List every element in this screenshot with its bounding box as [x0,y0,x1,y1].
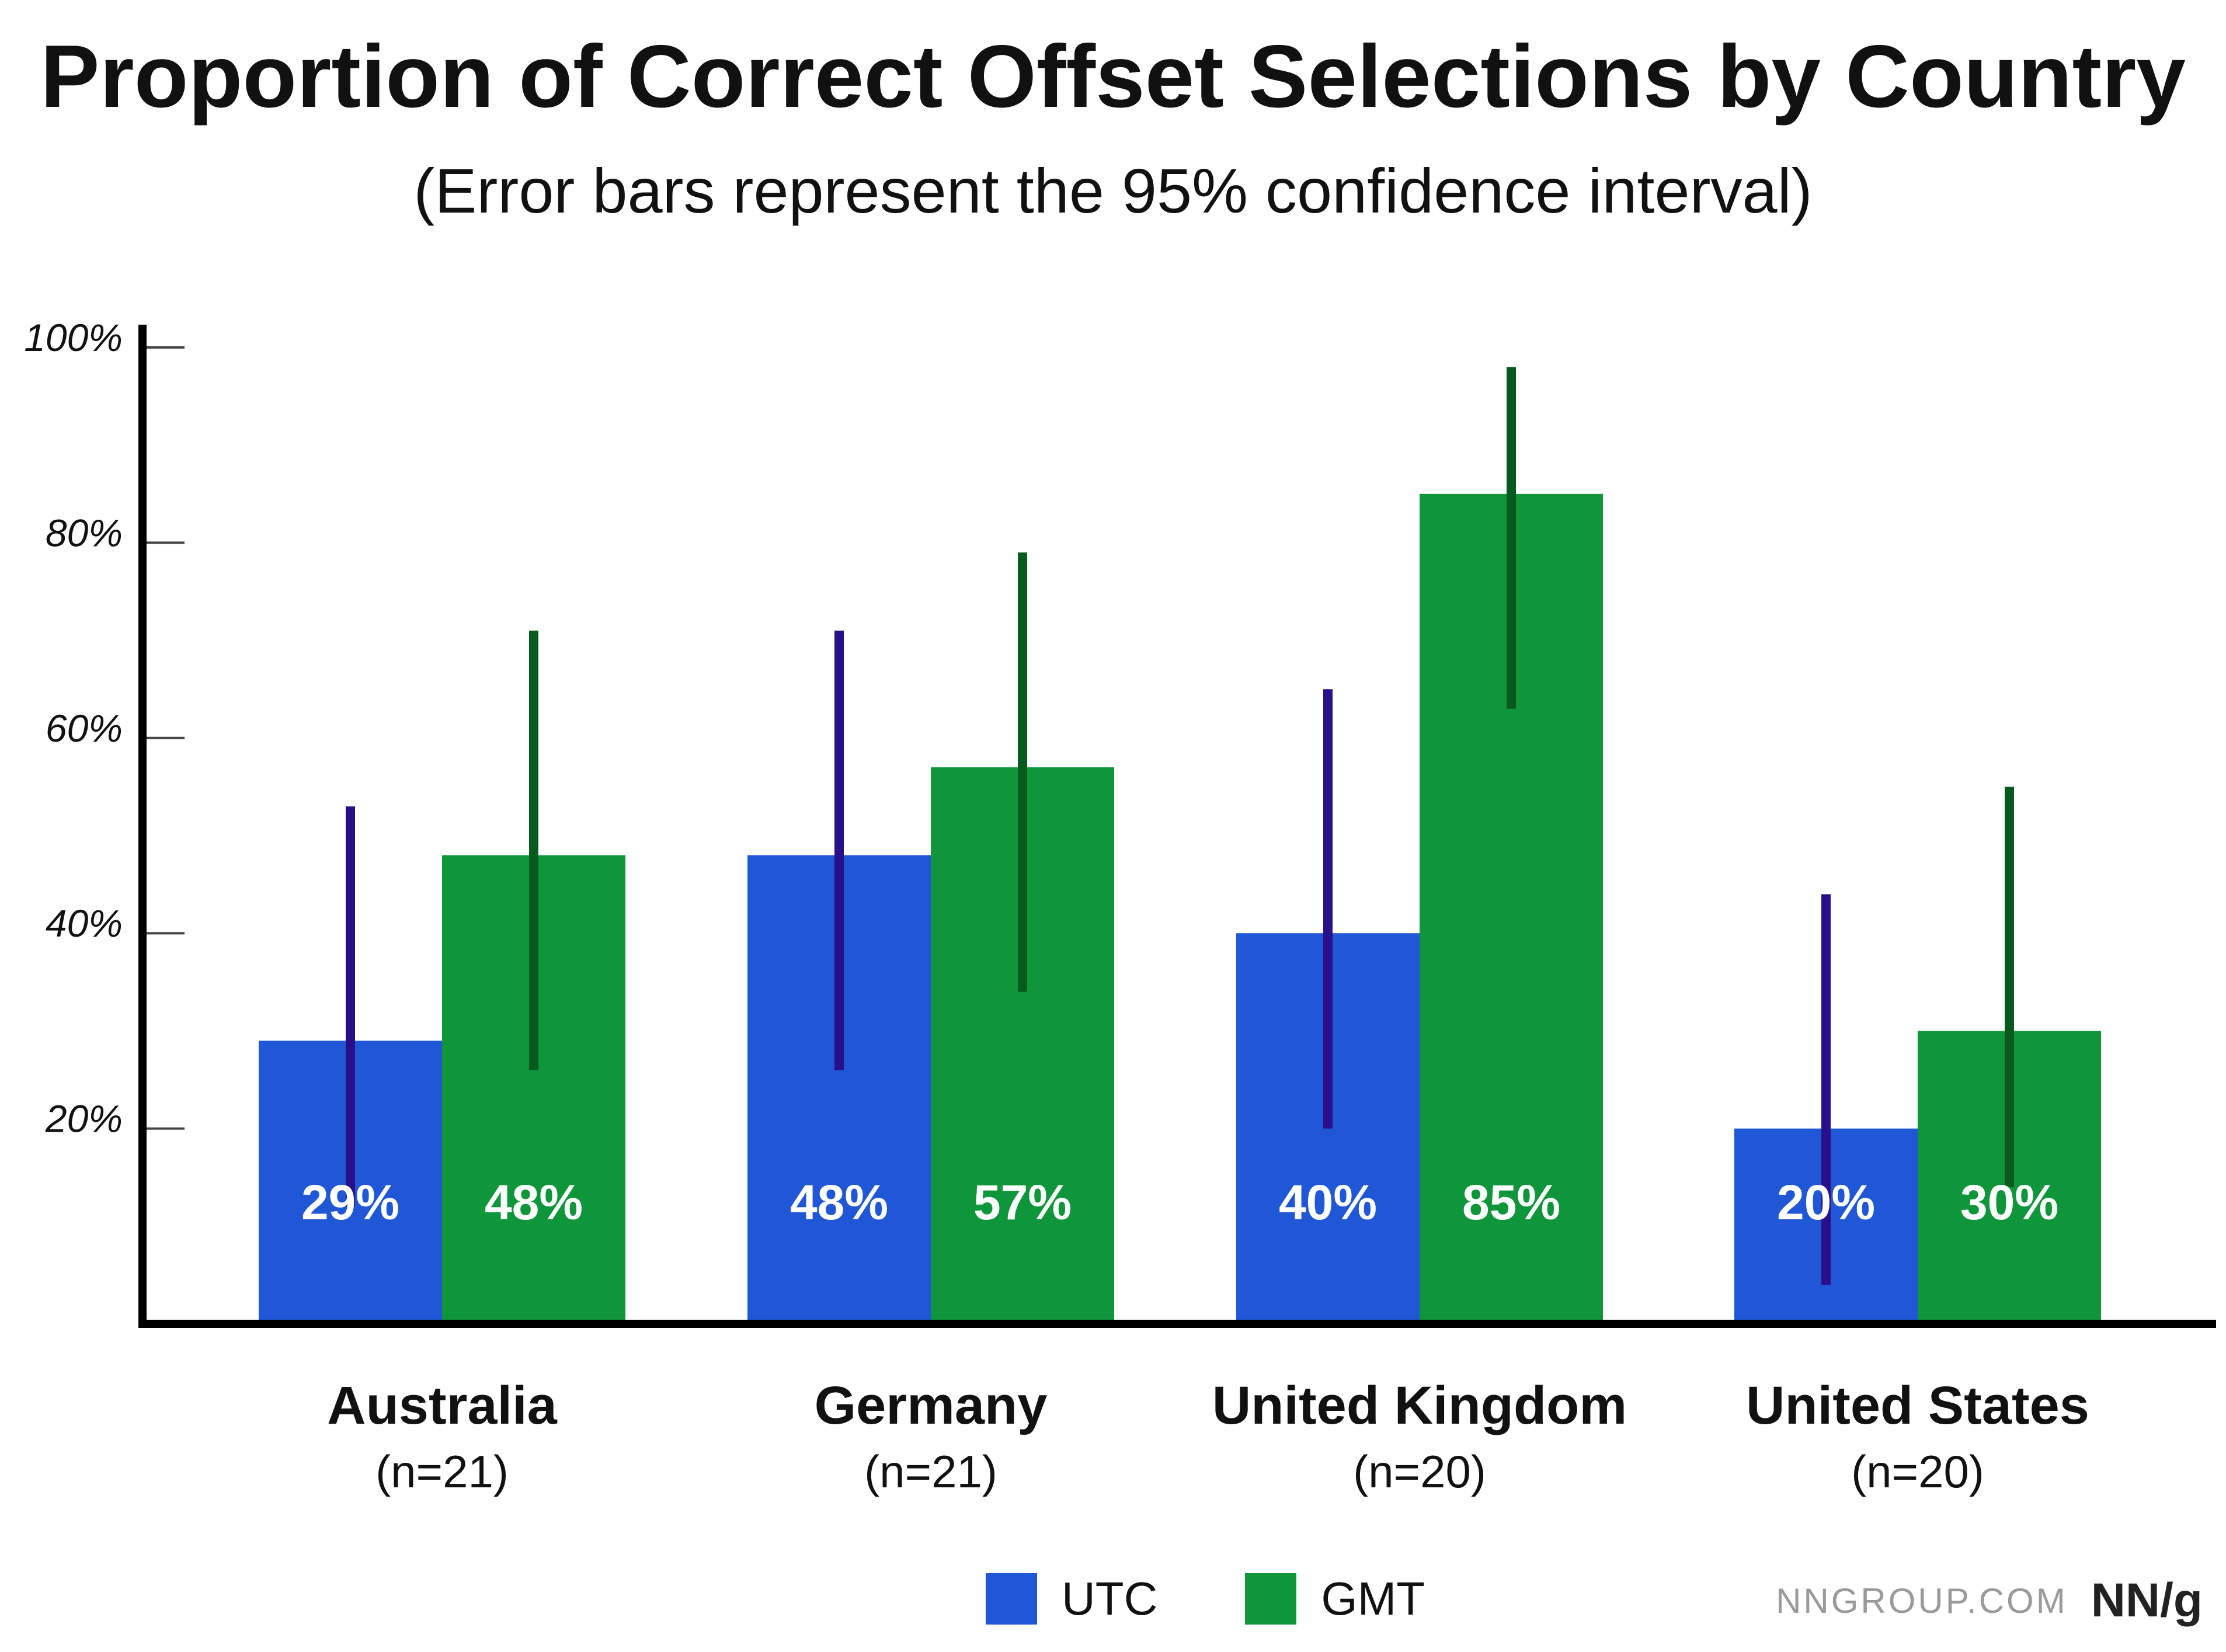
category-label-germany: Germany [815,1376,1048,1435]
value-label-united-kingdom-gmt: 85% [1462,1175,1560,1230]
y-tick-label-100: 100% [24,316,123,359]
legend-item-utc: UTC [986,1572,1157,1626]
category-label-australia: Australia [327,1376,558,1435]
legend-item-gmt: GMT [1245,1572,1425,1626]
category-n-united-states: (n=20) [1851,1446,1984,1497]
y-tick-label-40: 40% [46,902,123,945]
brand: NNGROUP.COM NN/g [1776,1573,2203,1628]
legend-label-gmt: GMT [1321,1573,1425,1625]
brand-logo: NN/g [2091,1574,2203,1627]
category-label-united-kingdom: United Kingdom [1212,1376,1627,1435]
category-n-australia: (n=21) [375,1446,509,1497]
value-label-australia-gmt: 48% [485,1175,583,1230]
legend: UTC GMT [986,1570,1512,1628]
value-label-united-states-utc: 20% [1777,1175,1875,1230]
value-label-united-kingdom-utc: 40% [1279,1175,1377,1230]
value-label-germany-utc: 48% [790,1175,888,1230]
value-label-united-states-gmt: 30% [1960,1175,2058,1230]
category-n-germany: (n=21) [864,1446,997,1497]
y-tick-label-60: 60% [46,707,123,750]
legend-swatch-utc [986,1573,1037,1625]
category-label-united-states: United States [1746,1376,2089,1435]
legend-swatch-gmt [1245,1573,1297,1625]
value-label-germany-gmt: 57% [973,1175,1072,1230]
legend-label-utc: UTC [1062,1573,1158,1625]
category-n-united-kingdom: (n=20) [1353,1446,1486,1497]
y-tick-label-80: 80% [46,511,123,554]
value-label-australia-utc: 29% [301,1175,399,1230]
chart-title: Proportion of Correct Offset Selections … [40,27,2186,126]
chart-subtitle: (Error bars represent the 95% confidence… [413,155,1813,226]
brand-url: NNGROUP.COM [1776,1581,2068,1620]
y-tick-label-20: 20% [45,1097,123,1140]
